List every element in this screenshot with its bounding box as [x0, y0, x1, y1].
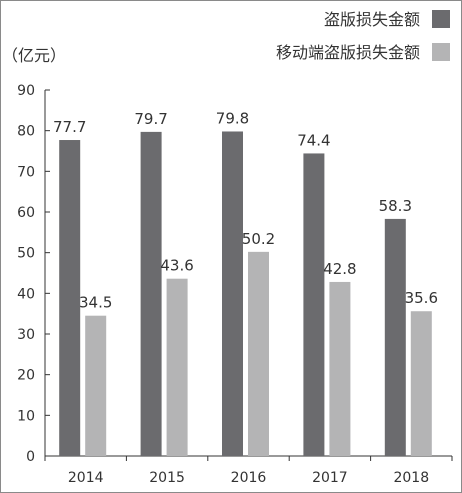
data-label-series-1: 77.7	[53, 118, 86, 136]
y-tick-label: 20	[17, 368, 35, 384]
bars	[59, 131, 432, 457]
legend-label-series-2: 移动端盗版损失金额	[276, 43, 420, 62]
legend: 盗版损失金额 移动端盗版损失金额	[276, 10, 450, 62]
x-tick-label: 2016	[231, 470, 267, 486]
data-label-series-2: 35.6	[405, 289, 438, 307]
legend-label-series-1: 盗版损失金额	[324, 10, 420, 29]
data-label-series-2: 50.2	[242, 230, 275, 248]
data-label-series-1: 58.3	[379, 197, 412, 215]
x-tick-label: 2015	[149, 470, 185, 486]
data-label-series-2: 42.8	[323, 260, 356, 278]
y-tick-label: 10	[17, 408, 35, 424]
bar-series-2	[248, 251, 269, 456]
data-label-series-2: 34.5	[79, 294, 112, 312]
bar-series-2	[329, 281, 351, 456]
y-tick-label: 60	[17, 205, 35, 221]
y-axis-unit-label: （亿元）	[2, 46, 66, 65]
x-tick-label: 2018	[393, 470, 429, 486]
y-tick-label: 50	[17, 246, 35, 262]
x-tick-label: 2017	[312, 470, 348, 486]
bar-series-1	[59, 140, 81, 456]
bar-series-2	[85, 315, 107, 456]
axes: 0 10 20 30 40 50 60 70 80 90 2014 2015 2016 2017 2018	[17, 83, 453, 486]
y-tick-label: 80	[17, 124, 35, 140]
bar-series-2	[410, 311, 432, 456]
data-labels: 77.7 34.5 79.7 43.6 79.8 50.2 74.4 42.8 58.3 35.6	[53, 109, 438, 311]
y-tick-label: 70	[17, 164, 35, 180]
y-tick-label: 0	[26, 449, 35, 465]
bar-series-2	[166, 278, 188, 456]
bar-series-1	[222, 131, 243, 457]
bar-series-1	[140, 131, 162, 457]
y-tick-label: 30	[17, 327, 35, 343]
data-label-series-1: 79.8	[216, 109, 249, 127]
data-label-series-1: 74.4	[297, 131, 330, 149]
x-tick-label: 2014	[68, 470, 104, 486]
y-tick-label: 90	[17, 83, 35, 99]
legend-swatch-series-2	[432, 43, 450, 61]
y-tick-label: 40	[17, 286, 35, 302]
legend-swatch-series-1	[432, 10, 450, 28]
data-label-series-1: 79.7	[134, 110, 167, 128]
data-label-series-2: 43.6	[160, 257, 193, 275]
bar-series-1	[303, 153, 325, 456]
bar-series-1	[384, 218, 406, 456]
